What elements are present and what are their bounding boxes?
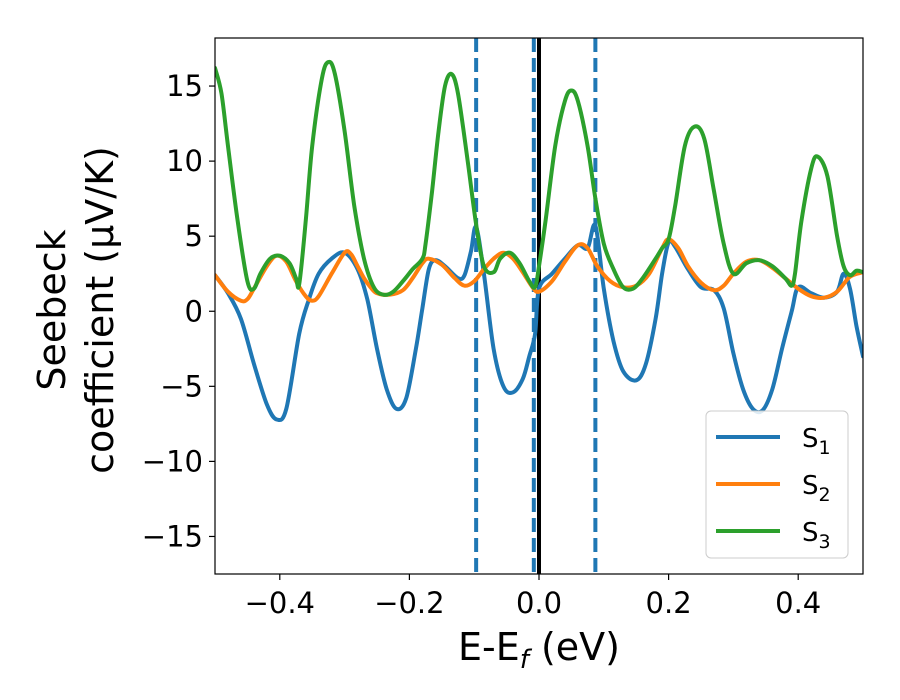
x-tick-label: 0.4 — [775, 586, 821, 620]
y-tick-label: 0 — [185, 294, 203, 328]
series-line-s3 — [215, 59, 863, 297]
y-axis: −15 −10 −5 0 5 10 15 — [142, 69, 215, 553]
x-tick-label: −0.4 — [245, 586, 315, 620]
x-axis: −0.4 −0.2 0.0 0.2 0.4 — [245, 574, 821, 620]
y-tick-label: −5 — [160, 369, 203, 403]
y-axis-title-line2: coefficient (μV/K) — [78, 146, 122, 474]
x-tick-label: 0.2 — [646, 586, 692, 620]
legend: S1 S2 S3 — [705, 410, 849, 559]
x-axis-title: E-Ef (eV) — [458, 625, 620, 675]
x-tick-label: −0.2 — [374, 586, 444, 620]
reference-lines — [474, 38, 598, 574]
y-axis-title: Seebeck coefficient (μV/K) — [30, 146, 122, 474]
y-tick-label: −10 — [142, 444, 203, 478]
y-tick-label: 15 — [166, 69, 203, 103]
x-axis-title-main: E-E — [458, 625, 520, 669]
legend-label-s3: S3 — [802, 518, 831, 553]
x-tick-label: 0.0 — [516, 586, 562, 620]
y-tick-label: 10 — [166, 144, 203, 178]
x-axis-title-unit: (eV) — [529, 625, 620, 669]
y-tick-label: −15 — [142, 519, 203, 553]
y-axis-title-line1: Seebeck — [30, 229, 74, 390]
legend-label-s1: S1 — [802, 424, 831, 459]
legend-label-s2: S2 — [802, 471, 831, 506]
y-tick-label: 5 — [185, 219, 203, 253]
